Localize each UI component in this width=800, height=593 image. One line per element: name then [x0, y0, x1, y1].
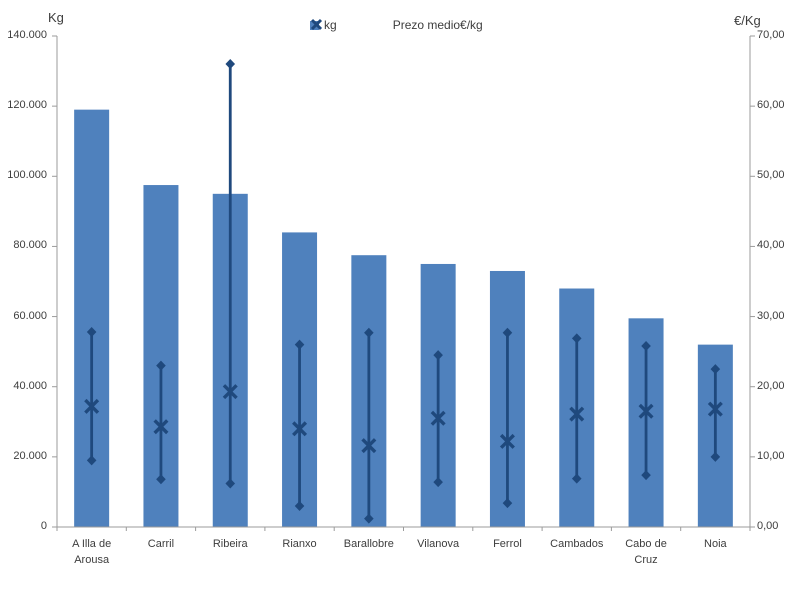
legend-label-prezo-medio: Prezo medio€/kg — [392, 18, 483, 32]
diamond-marker — [571, 473, 582, 484]
diamond-marker — [86, 455, 97, 466]
mean-x-marker — [707, 401, 723, 417]
legend-item-prezo-medio: Prezo medio€/kg — [310, 18, 483, 32]
diamond-marker — [433, 350, 443, 361]
diamond-marker — [641, 341, 651, 352]
diamond-marker — [502, 498, 513, 509]
left-axis-tick-label: 80.000 — [13, 239, 47, 252]
mean-x-marker — [153, 419, 169, 435]
diamond-marker — [433, 477, 443, 488]
mean-x-marker — [499, 433, 515, 449]
category-label: A Illa de Arousa — [72, 538, 112, 566]
diamond-marker — [156, 474, 166, 485]
category-label: Vilanova — [417, 538, 460, 550]
x-marker-icon — [310, 18, 323, 31]
diamond-marker — [571, 333, 582, 344]
left-axis-tick-label: 40.000 — [13, 379, 47, 392]
diamond-marker — [710, 451, 721, 462]
left-axis-tick-label: 140.000 — [7, 29, 47, 41]
right-axis-tick-label: 40,00 — [757, 239, 785, 252]
category-label: Rianxo — [282, 538, 317, 550]
category-label: Ribeira — [212, 538, 248, 550]
diamond-marker — [86, 327, 97, 338]
left-axis-tick-label: 20.000 — [13, 449, 47, 462]
category-label: Cabo de Cruz — [625, 538, 667, 566]
mean-x-marker — [84, 398, 100, 414]
category-label: Ferrol — [493, 538, 522, 550]
category-label: Carril — [147, 538, 175, 550]
diamond-marker — [294, 339, 305, 350]
diamond-marker — [156, 360, 166, 371]
left-axis-title: Kg — [48, 10, 64, 25]
diamond-marker — [225, 478, 236, 489]
mean-x-marker — [638, 403, 654, 419]
left-axis-tick-label: 0 — [40, 520, 47, 532]
mean-x-marker — [361, 438, 377, 454]
category-label: Cambados — [550, 538, 604, 550]
right-axis-title: €/Kg — [734, 13, 761, 28]
diamond-marker — [364, 513, 374, 524]
right-axis-tick-label: 50,00 — [757, 169, 785, 182]
diamond-marker — [710, 364, 721, 375]
right-axis-tick-label: 0,00 — [757, 520, 779, 532]
diamond-marker — [364, 327, 374, 338]
category-label: Noia — [704, 538, 727, 550]
diamond-marker — [641, 470, 651, 481]
left-axis-tick-label: 60.000 — [13, 309, 47, 322]
left-axis-tick-label: 120.000 — [7, 99, 47, 112]
mean-x-marker — [292, 421, 308, 437]
mean-x-marker — [430, 410, 446, 426]
legend: kg Prezo medio€/kg — [310, 18, 483, 32]
category-label: Barallobre — [343, 538, 394, 550]
legend-label-kg: kg — [324, 18, 337, 32]
x-marker-stroke — [310, 18, 323, 31]
right-axis-tick-label: 10,00 — [757, 449, 785, 462]
right-axis-tick-label: 60,00 — [757, 99, 785, 112]
mean-x-marker — [569, 406, 585, 422]
left-axis-tick-label: 100.000 — [7, 169, 47, 182]
diamond-marker — [502, 327, 513, 338]
diamond-marker — [225, 59, 236, 70]
right-axis-tick-label: 70,00 — [757, 29, 785, 41]
right-axis-tick-label: 20,00 — [757, 379, 785, 392]
right-axis-tick-label: 30,00 — [757, 309, 785, 322]
mean-x-marker — [222, 384, 238, 400]
diamond-marker — [294, 500, 305, 511]
